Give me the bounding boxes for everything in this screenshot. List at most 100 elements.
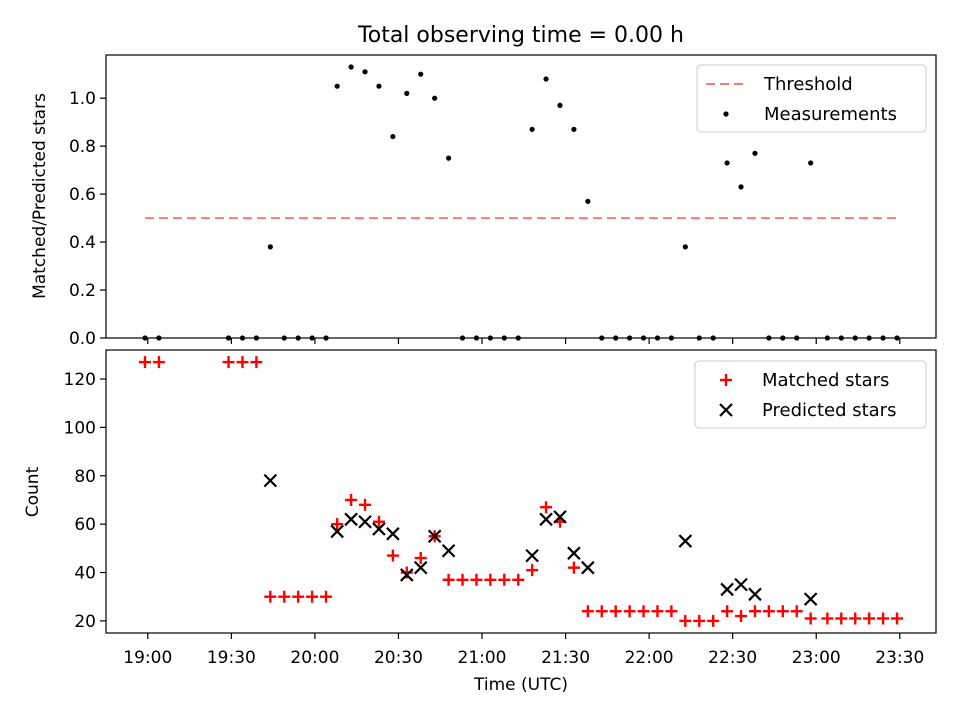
matched-star-marker (651, 605, 664, 618)
bottom-y-label: Count (23, 466, 43, 517)
predicted-star-marker (358, 514, 372, 529)
measurement-point (267, 244, 273, 250)
measurement-point (432, 95, 438, 101)
predicted-star-marker (553, 510, 567, 524)
top-y-label: Matched/Predicted stars (30, 93, 50, 299)
matched-star-marker (512, 573, 525, 586)
measurement-point (390, 133, 396, 140)
bottom-y-tick-label: 80 (74, 467, 96, 487)
bottom-y-tick-label: 40 (74, 564, 96, 584)
top-legend: Threshold Measurements (696, 64, 927, 133)
bottom-y-tick-label: 100 (64, 418, 96, 438)
measurement-point (376, 83, 382, 89)
matched-star-marker (790, 605, 803, 618)
matched-star-marker (581, 605, 594, 618)
predicted-star-marker (427, 529, 442, 544)
matched-star-marker (849, 612, 862, 625)
measurement-point (738, 184, 744, 190)
matched-star-marker (707, 614, 720, 627)
predicted-star-marker (525, 548, 539, 563)
matched-star-marker (264, 590, 277, 603)
predicted-star-marker (441, 543, 456, 558)
matched-star-marker (623, 605, 636, 618)
matched-star-marker (609, 605, 622, 618)
matched-star-marker (320, 590, 333, 603)
measurement-point (348, 64, 354, 70)
matched-star-marker (372, 515, 385, 528)
legend-measurements-label: Measurements (764, 104, 897, 125)
bottom-plot-frame (105, 349, 937, 634)
matched-star-marker (804, 612, 817, 625)
predicted-stars-points (263, 473, 818, 606)
predicted-star-marker (400, 568, 414, 582)
bottom-panel: 20 40 60 80 100 120 19:00 19:30 20:00 20:30 21:00… (23, 349, 937, 695)
x-tick-label: 21:30 (541, 648, 590, 668)
predicted-star-marker (567, 546, 581, 560)
top-y-axis: 0.0 0.2 0.4 0.6 0.8 1.0 (69, 89, 106, 349)
measurement-point (404, 90, 410, 96)
legend-threshold-label: Threshold (763, 74, 853, 95)
matched-star-marker (821, 612, 834, 625)
predicted-star-marker (581, 560, 595, 575)
matched-star-marker (442, 573, 455, 586)
matched-star-marker (835, 612, 848, 625)
x-tick-label: 22:30 (708, 648, 757, 668)
matched-star-marker (540, 501, 553, 514)
x-axis-label: Time (UTC) (473, 675, 568, 695)
bottom-y-tick-label: 20 (74, 612, 96, 632)
matched-star-marker (735, 610, 748, 623)
predicted-star-marker (803, 592, 818, 606)
matched-star-marker (891, 612, 904, 625)
measurement-point (808, 160, 814, 166)
matched-star-marker (359, 498, 372, 511)
x-tick-label: 22:00 (625, 648, 674, 668)
matched-star-marker (665, 605, 678, 618)
top-x-axis (147, 338, 901, 344)
matched-star-marker (400, 566, 413, 579)
chart-title: Total observing time = 0.00 h (357, 23, 684, 48)
matched-star-marker (345, 493, 358, 506)
predicted-star-marker (748, 587, 762, 602)
matched-star-marker (693, 614, 706, 627)
x-tick-label: 23:00 (792, 648, 841, 668)
measurement-point (585, 198, 591, 204)
predicted-star-marker (720, 582, 734, 597)
matched-star-marker (306, 590, 319, 603)
measurement-point (362, 69, 368, 75)
predicted-star-marker (386, 527, 400, 541)
legend-matched-label: Matched stars (762, 370, 889, 391)
measurement-point (418, 71, 424, 77)
predicted-star-marker (539, 512, 553, 527)
matched-star-marker (877, 612, 890, 625)
matched-star-marker (637, 605, 650, 618)
top-y-tick-label: 1.0 (69, 89, 96, 109)
matched-star-marker (526, 564, 539, 577)
matched-star-marker (414, 552, 427, 565)
measurement-point (445, 155, 452, 161)
matched-star-marker (152, 356, 165, 369)
legend-predicted-label: Predicted stars (762, 400, 896, 421)
predicted-star-marker (413, 560, 428, 575)
x-tick-label: 21:00 (458, 648, 507, 668)
measurement-point (543, 76, 549, 82)
top-panel: Total observing time = 0.00 h 0.00.20.40… (30, 23, 937, 349)
x-tick-label: 19:00 (123, 648, 172, 668)
x-tick-label: 20:00 (290, 648, 339, 668)
matched-star-marker (236, 356, 249, 369)
top-y-tick-label: 0.8 (69, 137, 96, 157)
top-y-tick-label: 0.0 (69, 329, 96, 349)
bottom-y-tick-label: 60 (74, 515, 96, 535)
matched-star-marker (292, 590, 305, 603)
bottom-legend: Matched stars Predicted stars (694, 360, 927, 429)
x-tick-label: 20:30 (374, 648, 423, 668)
matched-star-marker (250, 356, 263, 369)
bottom-y-axis: 20 40 60 80 100 120 (64, 370, 106, 632)
measurement-point (557, 102, 563, 108)
predicted-star-marker (734, 577, 748, 592)
matched-star-marker (484, 573, 497, 586)
top-plot-frame (105, 54, 937, 339)
matched-star-marker (776, 605, 789, 618)
measurement-point (571, 126, 577, 132)
measurement-point (334, 83, 340, 89)
